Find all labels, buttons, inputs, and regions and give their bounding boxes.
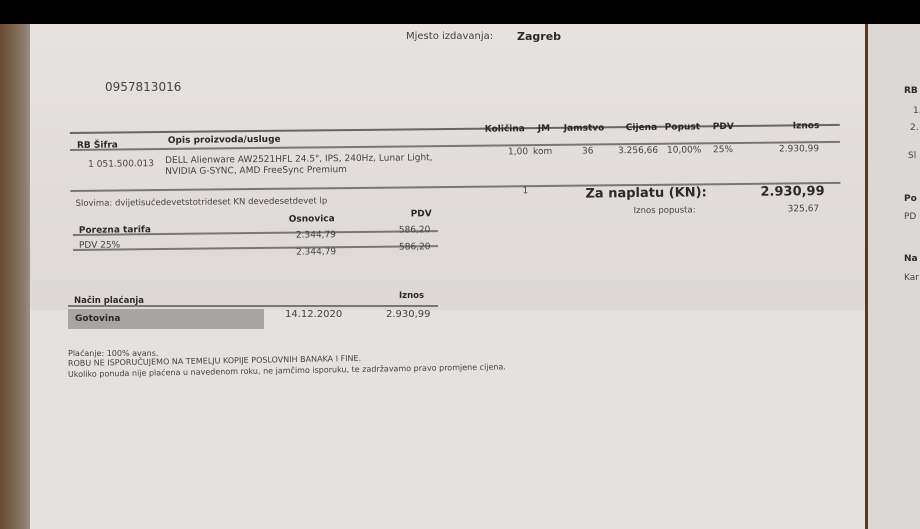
top-black-bar: [0, 0, 920, 24]
col-amount: Iznos: [792, 121, 820, 132]
payment-date: 14.12.2020: [285, 309, 343, 320]
tax-col-base: Osnovica: [288, 214, 335, 225]
discount-value: 325,67: [787, 204, 820, 215]
tax-col-vat: PDV: [410, 209, 432, 220]
col-quantity: Količina: [484, 124, 525, 135]
payment-col-amount: Iznos: [399, 291, 425, 301]
col-unit: JM: [537, 123, 551, 135]
item-unit: kom: [532, 146, 553, 158]
due-value: 2.930,99: [760, 184, 825, 200]
item-amount: 2.930,99: [778, 144, 820, 155]
col-discount: Popust: [664, 122, 701, 133]
payment-method: Gotovina: [75, 314, 121, 324]
phone-number: 0957813016: [105, 80, 182, 94]
col-vat: PDV: [712, 122, 734, 133]
p2-label: PD: [904, 212, 917, 222]
p2-label: Na: [904, 254, 918, 264]
p2-label: 1.: [913, 106, 920, 116]
p2-label: Kar: [904, 273, 919, 283]
receipt-lower-fold: [30, 310, 865, 529]
tax-base: 2.344,79: [295, 230, 337, 241]
item-vat: 25%: [712, 145, 734, 156]
col-warranty: Jamstvo: [563, 123, 605, 134]
item-code: 1 051.500.013: [88, 159, 155, 170]
tax-vat: 586,20: [398, 225, 431, 236]
item-price: 3.256,66: [617, 145, 659, 157]
p2-label: 2.: [910, 123, 919, 133]
tax-total-base: 2.344,79: [296, 247, 337, 258]
place-label: Mjesto izdavanja:: [406, 31, 494, 42]
item-warranty: 36: [581, 146, 594, 157]
col-price: Cijena: [625, 122, 658, 134]
discount-label: Iznos popusta:: [633, 205, 696, 217]
col-description: Opis proizvoda/usluge: [167, 134, 281, 146]
due-label: Za naplatu (KN):: [585, 185, 707, 202]
p2-label: RB: [904, 86, 918, 96]
note-advance: Plaćanje: 100% avans.: [68, 349, 159, 358]
item-description-2: NVIDIA G-SYNC, AMD FreeSync Premium: [165, 165, 347, 177]
p2-label: Sl: [908, 151, 917, 161]
second-receipt-page: RB 1. 2. Sl Po PD Na Kar: [865, 24, 920, 529]
item-quantity: 1,00: [507, 147, 529, 158]
item-count: 1: [522, 186, 529, 197]
payment-method-cell: [68, 309, 264, 329]
p2-label: Po: [904, 194, 917, 204]
payment-col-method: Način plaćanja: [74, 296, 145, 306]
payment-amount: 2.930,99: [386, 309, 431, 320]
item-discount: 10,00%: [666, 145, 702, 156]
place-value: Zagreb: [517, 30, 562, 43]
tax-total-vat: 586,20: [398, 242, 431, 253]
